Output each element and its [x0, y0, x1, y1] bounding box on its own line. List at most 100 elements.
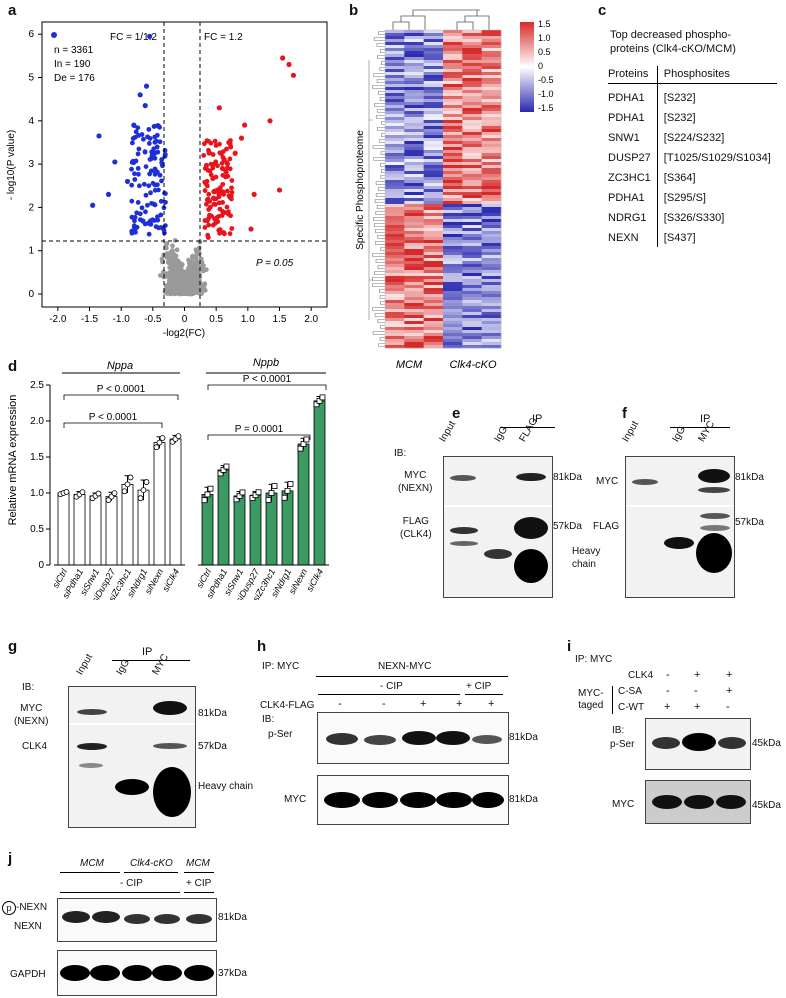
- heatmap-cell: [443, 57, 463, 61]
- bar-annotations: Nppa Nppb P < 0.0001 P < 0.0001 P < 0.0001 P …: [62, 357, 327, 440]
- volcano-point: [205, 167, 211, 173]
- heatmap-cell: [385, 237, 405, 241]
- heatmap-cell: [385, 303, 405, 307]
- heatmap-cell: [462, 318, 482, 322]
- heatmap-cell: [404, 243, 424, 247]
- heatmap-cell: [481, 144, 502, 148]
- heatmap-cell: [404, 165, 424, 169]
- heatmap-cell: [481, 186, 502, 190]
- heatmap-cell: [462, 150, 482, 154]
- volcano-point: [155, 214, 160, 220]
- heatmap-cell: [443, 93, 463, 97]
- volcano-point: [124, 178, 131, 185]
- volcano-ylabel: - log10(P value): [6, 130, 17, 200]
- heatmap-cell: [404, 180, 424, 184]
- heatmap-cell: [462, 279, 482, 283]
- heatmap-cell: [423, 36, 444, 40]
- heatmap-cell: [385, 192, 405, 196]
- heatmap-cell: [481, 222, 502, 226]
- heatmap-cell: [481, 264, 502, 268]
- volcano-xtick: 0.5: [209, 314, 223, 325]
- heatmap-cell: [423, 105, 444, 109]
- heatmap-cell: [423, 93, 444, 97]
- heatmap-cell: [423, 90, 444, 94]
- volcano-point: [143, 192, 149, 198]
- volcano-xtick: -0.5: [144, 314, 162, 325]
- volcano-point: [212, 216, 217, 222]
- heatmap-cell: [481, 141, 502, 145]
- table-row: SNW1 [S224/S232]: [608, 127, 777, 147]
- heatmap-cell: [385, 183, 405, 187]
- heatmap-cell: [462, 270, 482, 274]
- heatmap-cell: [462, 207, 482, 211]
- volcano-point: [171, 281, 177, 287]
- volcano-point: [154, 144, 160, 150]
- heatmap-cell: [443, 120, 463, 124]
- volcano-xtick: 1.0: [241, 314, 255, 325]
- volcano-point: [163, 199, 168, 205]
- e-ib-label: IB:: [394, 448, 407, 459]
- fc-left-label: FC = 1/1.2: [110, 32, 157, 43]
- heatmap-cell: [462, 216, 482, 220]
- heatmap-cell: [481, 342, 502, 346]
- volcano-point: [195, 281, 201, 287]
- in-label: In = 190: [54, 59, 91, 70]
- volcano-point: [220, 181, 226, 187]
- column-dendrogram: [392, 9, 490, 30]
- e-heavy-chain: Heavy chain: [572, 546, 601, 570]
- heatmap-cell: [404, 168, 424, 172]
- panel-label-d: d: [8, 358, 18, 375]
- heatmap-cell: [462, 201, 482, 205]
- heatmap-cell: [481, 33, 502, 37]
- heatmap-cell: [423, 165, 444, 169]
- heatmap-cell: [423, 72, 444, 76]
- heatmap-cell: [385, 66, 405, 70]
- volcano-point: [229, 226, 235, 231]
- heatmap-cell: [462, 96, 482, 100]
- volcano-point: [211, 195, 216, 201]
- heatmap-cell: [385, 36, 405, 40]
- heatmap-cell: [481, 192, 502, 196]
- heatmap-cell: [423, 120, 444, 124]
- heatmap-cell: [443, 168, 463, 172]
- heatmap-cell: [481, 300, 502, 304]
- heatmap-cell: [481, 126, 502, 130]
- heatmap-cell: [423, 252, 444, 256]
- heatmap-cell: [404, 78, 424, 82]
- heatmap-cell: [423, 162, 444, 166]
- heatmap-cell: [481, 285, 502, 289]
- heatmap-cell: [443, 174, 463, 178]
- heatmap-cell: [481, 249, 502, 253]
- heatmap-cell: [404, 270, 424, 274]
- heatmap-cell: [404, 201, 424, 205]
- heatmap-cell: [404, 288, 424, 292]
- heatmap-cell: [462, 132, 482, 136]
- volcano-point: [219, 213, 225, 218]
- mrna-bar-chart: Relative mRNA expression 0 0.5 1.0 1.5 2.0 2.…: [7, 357, 329, 600]
- volcano-point: [132, 214, 138, 220]
- heatmap-cell: [443, 204, 463, 208]
- h-mw-81a: 81kDa: [509, 732, 538, 743]
- i-mw-45b: 45kDa: [752, 800, 781, 811]
- heatmap-cell: [462, 303, 482, 307]
- heatmap-cell: [443, 237, 463, 241]
- heatmap-cell: [462, 258, 482, 262]
- heatmap-cell: [385, 279, 405, 283]
- heatmap-cell: [481, 51, 502, 55]
- volcano-point: [141, 181, 147, 187]
- heatmap-cell: [462, 261, 482, 265]
- heatmap-cell: [423, 270, 444, 274]
- heatmap-cell: [404, 111, 424, 115]
- heatmap-cell: [423, 234, 444, 238]
- volcano-point: [210, 176, 216, 182]
- bar: [281, 490, 294, 566]
- volcano-point: [182, 282, 188, 288]
- volcano-point: [196, 249, 202, 255]
- heatmap-cell: [404, 264, 424, 268]
- heatmap-cell: [443, 30, 463, 34]
- heatmap-cell: [423, 225, 444, 229]
- heatmap-cell: [385, 324, 405, 328]
- volcano-point: [181, 272, 187, 278]
- heatmap-cell: [385, 120, 405, 124]
- volcano-point: [135, 200, 141, 205]
